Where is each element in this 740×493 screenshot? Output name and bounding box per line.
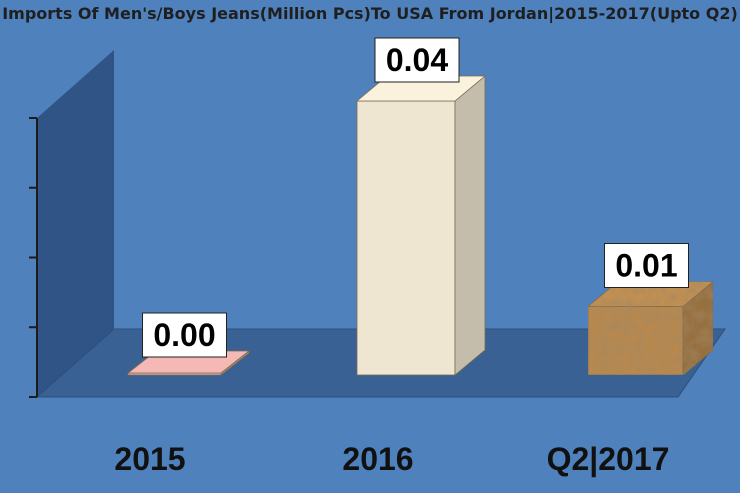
data-label: 0.01 xyxy=(604,243,689,288)
bar-2016 xyxy=(355,75,487,376)
chart-title: Imports Of Men's/Boys Jeans(Million Pcs)… xyxy=(2,4,738,23)
x-tick-label: Q2|2017 xyxy=(547,441,670,477)
data-label: 0.04 xyxy=(374,37,460,83)
data-label: 0.00 xyxy=(142,312,227,358)
x-tick-label: 2015 xyxy=(114,441,185,477)
data-label-text: 0.01 xyxy=(615,248,677,284)
bar-Q2|2017 xyxy=(586,280,715,376)
x-tick-label: 2016 xyxy=(342,441,413,477)
data-label-text: 0.04 xyxy=(386,42,448,78)
chart-wall xyxy=(37,50,114,397)
data-label-text: 0.00 xyxy=(153,317,215,353)
